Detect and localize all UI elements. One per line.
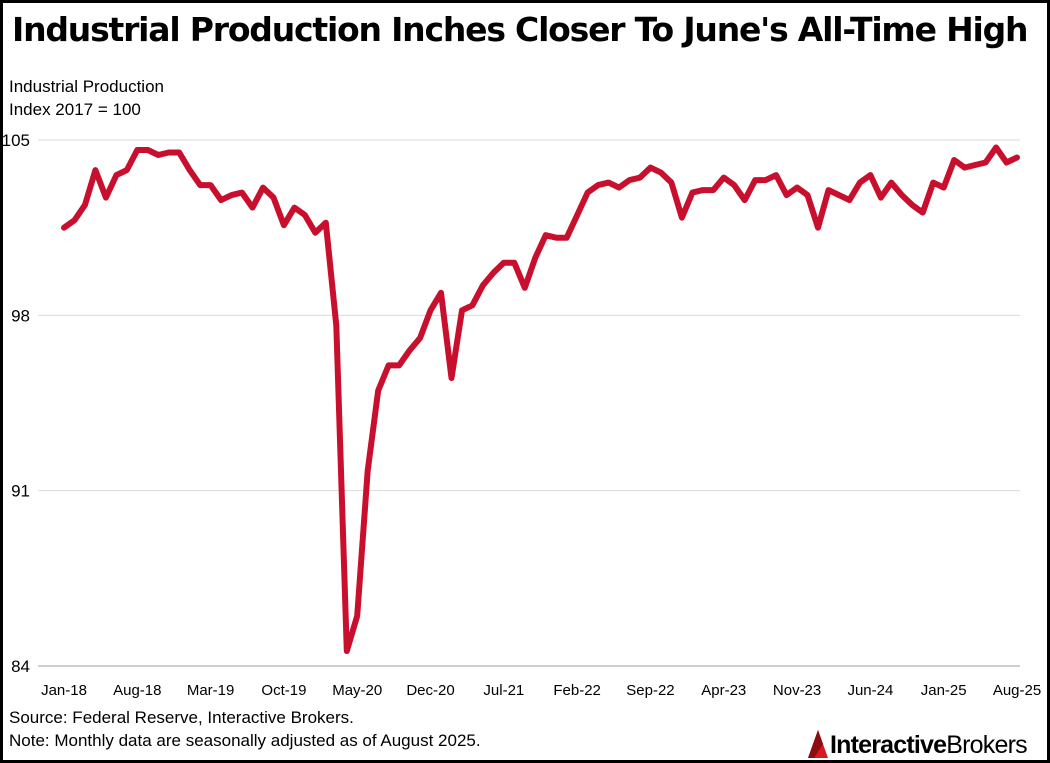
- interactive-brokers-logo-icon: [808, 730, 828, 758]
- x-tick-label-Sep-22: Sep-22: [626, 682, 674, 699]
- x-tick-label-Aug-18: Aug-18: [113, 682, 161, 699]
- y-axis-label-line2: Index 2017 = 100: [9, 100, 141, 119]
- x-tick-label-Oct-19: Oct-19: [261, 682, 306, 699]
- source-note: Source: Federal Reserve, Interactive Bro…: [9, 708, 354, 727]
- x-tick-label-Jun-24: Jun-24: [847, 682, 893, 699]
- brand-name-part1: Interactive: [830, 730, 947, 759]
- x-tick-label-Apr-23: Apr-23: [701, 682, 746, 699]
- x-tick-label-May-20: May-20: [332, 682, 382, 699]
- y-tick-label-105: 105: [2, 131, 30, 150]
- x-tick-label-Nov-23: Nov-23: [773, 682, 821, 699]
- brand-name: InteractiveBrokers: [830, 730, 1028, 760]
- x-tick-label-Jul-21: Jul-21: [483, 682, 524, 699]
- x-tick-label-Dec-20: Dec-20: [406, 682, 454, 699]
- x-tick-label-Jan-18: Jan-18: [41, 682, 87, 699]
- brand-name-part2: Brokers: [946, 730, 1027, 759]
- y-tick-label-98: 98: [11, 306, 30, 325]
- y-tick-label-91: 91: [11, 482, 30, 501]
- series-line-industrial-production: [61, 144, 1020, 654]
- data-note: Note: Monthly data are seasonally adjust…: [9, 731, 481, 750]
- y-tick-label-84: 84: [11, 657, 30, 676]
- x-tick-label-Aug-25: Aug-25: [993, 682, 1041, 699]
- x-tick-label-Jan-25: Jan-25: [921, 682, 967, 699]
- x-tick-label-Feb-22: Feb-22: [553, 682, 601, 699]
- chart-title: Industrial Production Inches Closer To J…: [12, 10, 1029, 49]
- y-axis-label-line1: Industrial Production: [9, 77, 164, 96]
- x-tick-label-Mar-19: Mar-19: [187, 682, 235, 699]
- brand-logo: InteractiveBrokers: [806, 728, 1028, 762]
